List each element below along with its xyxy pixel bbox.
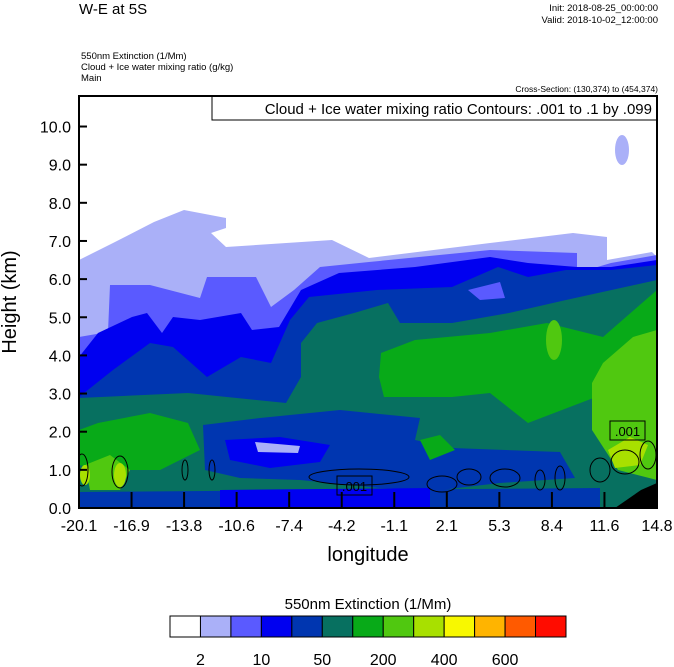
mixing-ratio-contour	[79, 453, 89, 487]
y-tick-label: 5.0	[49, 310, 71, 327]
fill-blob-yellowgreen-left2	[80, 465, 90, 485]
extinction-contour-fills	[79, 96, 657, 508]
x-tick-label: -10.6	[218, 518, 255, 535]
x-tick-label: 2.1	[436, 518, 458, 535]
colorbar-label: 600	[492, 652, 519, 667]
x-tick-label: -1.1	[380, 518, 408, 535]
x-tick-label: -7.4	[275, 518, 303, 535]
colorbar-swatch	[535, 615, 567, 638]
valid-time: Valid: 2018-10-02_12:00:00	[541, 15, 658, 26]
mixing-ratio-contour-lines	[79, 440, 657, 493]
y-tick-label: 9.0	[49, 158, 71, 175]
colorbar-swatch	[413, 615, 445, 638]
mixing-ratio-contour	[589, 457, 611, 483]
x-axis-label: longitude	[327, 544, 408, 566]
colorbar-swatch	[199, 615, 232, 638]
colorbar-swatch	[474, 615, 506, 638]
colorbar: 2 10 50 200 400 600	[169, 615, 567, 667]
mixing-ratio-contour	[208, 459, 216, 481]
colorbar-label: 2	[196, 652, 205, 667]
fill-blob-yellowgreen-right	[608, 437, 648, 468]
chart-title: W-E at 5S	[79, 1, 147, 18]
axes: 0.01.02.03.04.05.06.07.08.09.010.0-20.1-…	[40, 120, 673, 535]
cross-section-label: Cross-Section: (130,374) to (454,374)	[515, 84, 658, 94]
mixing-ratio-contour	[534, 469, 546, 491]
x-tick-label: -20.1	[61, 518, 98, 535]
fill-blob-yellowgreen-left	[114, 463, 126, 487]
colorbar-swatch	[230, 615, 262, 638]
field-label-extinction: 550nm Extinction (1/Mm)	[81, 51, 187, 62]
y-tick-label: 4.0	[49, 348, 71, 365]
x-tick-label: 8.4	[541, 518, 563, 535]
x-tick-label: -16.9	[113, 518, 150, 535]
fill-blob-lightgreen-spot	[546, 320, 562, 360]
mixing-ratio-contour	[489, 468, 521, 488]
mixing-ratio-contour	[610, 449, 640, 475]
contour-label-1: .001	[336, 475, 373, 496]
x-tick-label: -13.8	[166, 518, 203, 535]
fill-blob-mid	[468, 282, 505, 300]
colorbar-label: 200	[370, 652, 397, 667]
contour-info-box	[211, 95, 658, 121]
colorbar-swatch	[291, 615, 323, 638]
colorbar-label: 10	[252, 652, 270, 667]
init-time: Init: 2018-08-25_00:00:00	[549, 3, 658, 14]
mixing-ratio-contour	[456, 468, 482, 486]
colorbar-swatch	[260, 615, 293, 638]
fill-blob-lower-blue	[225, 437, 330, 468]
contour-label-2: .001	[609, 420, 646, 441]
fill-blob-green-mid	[420, 435, 455, 460]
y-tick-label: 7.0	[49, 234, 71, 251]
field-label-mixing-ratio: Cloud + Ice water mixing ratio (g/kg)	[81, 62, 233, 73]
x-tick-label: -4.2	[328, 518, 356, 535]
colorbar-label: 400	[431, 652, 458, 667]
colorbar-swatch	[382, 615, 415, 638]
mixing-ratio-contour	[554, 465, 566, 491]
fill-blob-upper	[615, 135, 629, 165]
mixing-ratio-contour	[426, 475, 458, 493]
colorbar-label: 50	[313, 652, 331, 667]
x-tick-label: 11.6	[589, 518, 619, 535]
y-tick-label: 3.0	[49, 387, 71, 404]
contour-label-text: .001	[615, 424, 640, 439]
mixing-ratio-contour	[308, 468, 410, 486]
x-tick-label: 5.3	[488, 518, 510, 535]
colorbar-swatch	[169, 615, 201, 638]
contour-info-text: Cloud + Ice water mixing ratio Contours:…	[265, 101, 652, 118]
mixing-ratio-contour	[111, 455, 129, 489]
x-tick-label: 14.8	[641, 518, 672, 535]
y-axis-label: Height (km)	[0, 250, 21, 353]
plot-frame	[78, 95, 658, 509]
colorbar-title: 550nm Extinction (1/Mm)	[285, 596, 452, 613]
fill-blob-lower-lavender	[255, 442, 300, 453]
fill-blob-lower-darkblue	[203, 410, 575, 490]
fill-strip-bottom-blue	[220, 488, 430, 508]
mixing-ratio-contour	[181, 459, 189, 481]
colorbar-swatch	[352, 615, 384, 638]
colorbar-swatch	[504, 615, 537, 638]
field-label-main: Main	[81, 73, 102, 84]
fill-blob-green-main	[379, 290, 657, 423]
y-tick-label: 0.0	[49, 501, 71, 518]
colorbar-swatch	[443, 615, 476, 638]
y-tick-label: 1.0	[49, 463, 71, 480]
y-tick-label: 6.0	[49, 272, 71, 289]
y-tick-label: 10.0	[40, 120, 71, 137]
y-tick-label: 2.0	[49, 425, 71, 442]
colorbar-swatch	[321, 615, 354, 638]
plot-area	[79, 96, 657, 508]
y-tick-label: 8.0	[49, 196, 71, 213]
terrain-fill	[615, 483, 657, 508]
contour-label-text: .001	[342, 479, 367, 494]
